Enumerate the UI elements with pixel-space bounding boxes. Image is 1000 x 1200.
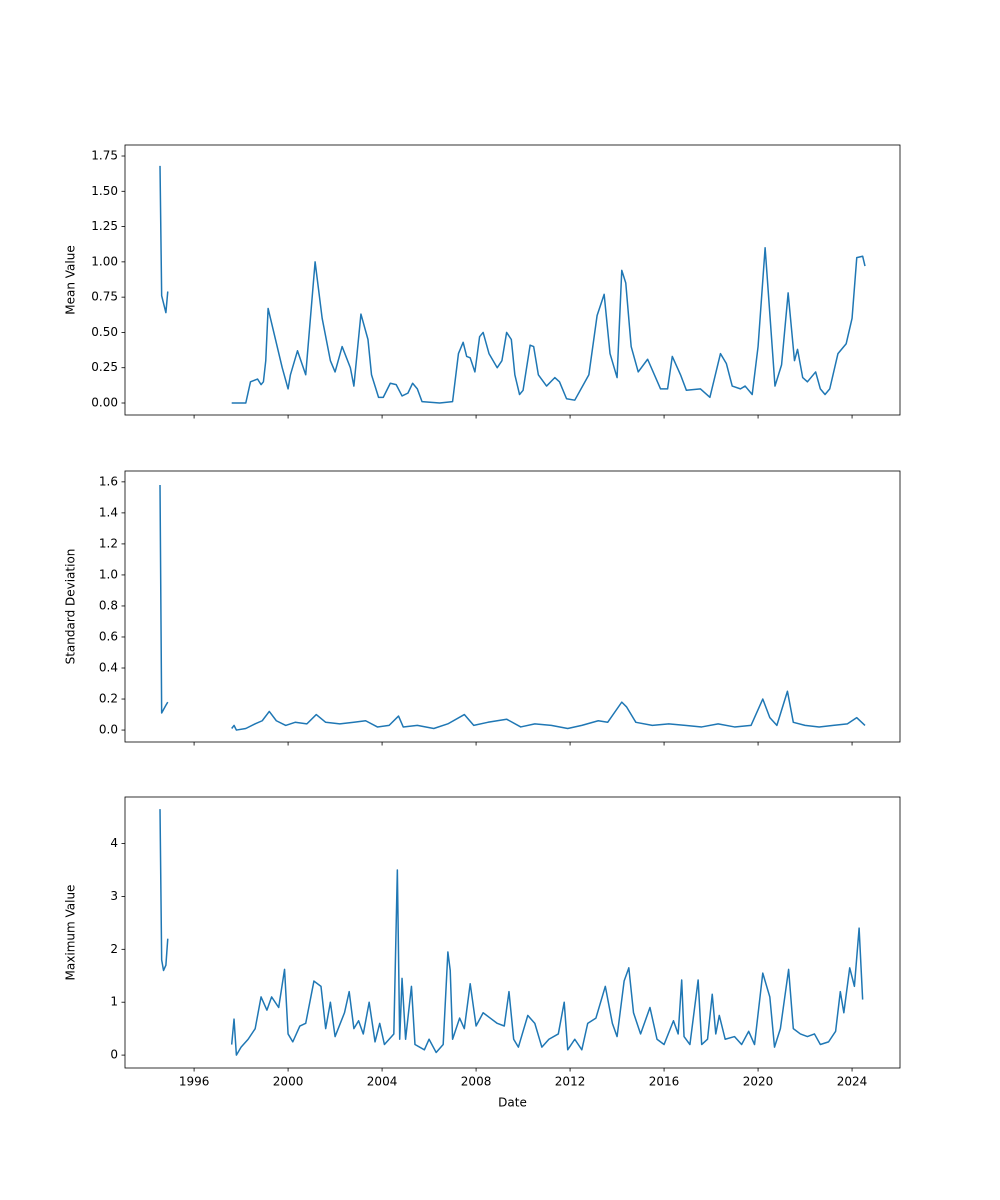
y-tick-label: 0.4 bbox=[99, 661, 118, 675]
x-tick-label: 2024 bbox=[837, 1075, 868, 1089]
y-tick-label: 1.25 bbox=[91, 219, 118, 233]
y-tick-label: 0.2 bbox=[99, 692, 118, 706]
axes-frame bbox=[124, 144, 901, 416]
x-tick-label: 2020 bbox=[743, 1075, 774, 1089]
y-tick-label: 1.6 bbox=[99, 474, 118, 488]
y-tick-label: 1.4 bbox=[99, 505, 118, 519]
y-tick-label: 0 bbox=[110, 1048, 118, 1062]
x-tick-label: 2008 bbox=[461, 1075, 492, 1089]
y-tick-label: 0.8 bbox=[99, 598, 118, 612]
x-tick-label: 2012 bbox=[555, 1075, 586, 1089]
y-tick-label: 2 bbox=[110, 942, 118, 956]
y-tick-label: 1.50 bbox=[91, 184, 118, 198]
axes-frame bbox=[124, 796, 901, 1069]
y-tick-label: 0.50 bbox=[91, 325, 118, 339]
data-line bbox=[159, 809, 864, 1056]
data-line bbox=[159, 484, 866, 731]
y-tick-label: 0.6 bbox=[99, 629, 118, 643]
y-axis-label: Mean Value bbox=[64, 245, 78, 314]
y-tick-label: 1.2 bbox=[99, 536, 118, 550]
y-tick-label: 3 bbox=[110, 889, 118, 903]
x-axis-label: Date bbox=[498, 1096, 527, 1110]
y-tick-label: 0.75 bbox=[91, 290, 118, 304]
axes-frame bbox=[124, 470, 901, 743]
y-tick-label: 4 bbox=[110, 836, 118, 850]
y-tick-label: 0.00 bbox=[91, 396, 118, 410]
y-tick-label: 0.0 bbox=[99, 723, 118, 737]
y-axis-label: Maximum Value bbox=[64, 885, 78, 981]
x-tick-label: 2016 bbox=[649, 1075, 680, 1089]
x-tick-label: 1996 bbox=[179, 1075, 210, 1089]
y-tick-label: 0.25 bbox=[91, 360, 118, 374]
y-axis-label: Standard Deviation bbox=[64, 549, 78, 665]
y-tick-label: 1.75 bbox=[91, 149, 118, 163]
data-line bbox=[159, 165, 866, 404]
y-tick-label: 1.0 bbox=[99, 567, 118, 581]
y-tick-label: 1.00 bbox=[91, 254, 118, 268]
x-tick-label: 2004 bbox=[367, 1075, 398, 1089]
x-tick-label: 2000 bbox=[273, 1075, 304, 1089]
y-tick-label: 1 bbox=[110, 995, 118, 1009]
